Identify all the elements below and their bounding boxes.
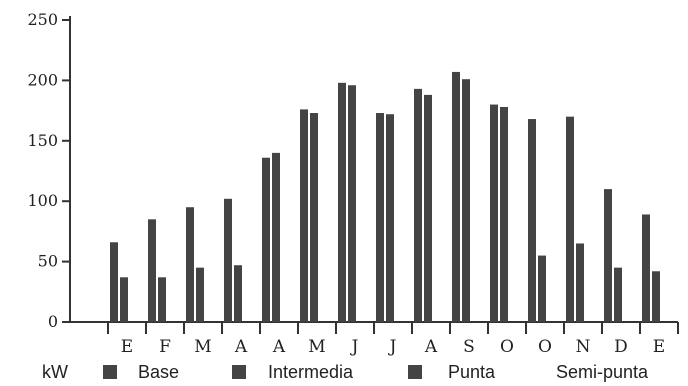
bar-intermedia xyxy=(348,85,356,323)
x-tick-label: A xyxy=(234,337,248,357)
bar-base xyxy=(642,214,650,322)
x-tick-label: A xyxy=(272,337,286,357)
x-tick-label: E xyxy=(653,337,665,357)
bar-base xyxy=(300,109,308,322)
bar-base xyxy=(148,219,156,322)
bar-intermedia xyxy=(120,277,128,322)
bar-intermedia xyxy=(614,267,622,322)
bar-base xyxy=(262,157,270,322)
y-tick-label: 150 xyxy=(27,131,58,150)
x-tick-label: M xyxy=(308,337,325,357)
bar-intermedia xyxy=(196,267,204,322)
bar-intermedia xyxy=(234,265,242,322)
x-tick-label: A xyxy=(424,337,438,357)
x-tick-label: D xyxy=(614,337,628,357)
bar-intermedia xyxy=(652,271,660,322)
y-tick-label: 250 xyxy=(27,10,58,29)
bar-intermedia xyxy=(386,114,394,322)
x-tick-label: J xyxy=(388,337,397,357)
bar-intermedia xyxy=(272,152,280,322)
legend-label: Base xyxy=(138,362,179,382)
bar-base xyxy=(376,113,384,323)
bar-base xyxy=(528,119,536,322)
x-tick-label: N xyxy=(576,337,591,357)
x-tick-label: O xyxy=(538,337,552,357)
y-tick-label: 0 xyxy=(48,312,58,331)
bar-base xyxy=(414,88,422,322)
legend-unit: kW xyxy=(42,362,68,382)
bar-base xyxy=(490,104,498,322)
bar-intermedia xyxy=(310,113,318,323)
x-tick-label: J xyxy=(350,337,359,357)
bar-base xyxy=(604,189,612,322)
x-tick-label: E xyxy=(121,337,133,357)
bar-intermedia xyxy=(158,277,166,322)
legend-label: Semi-punta xyxy=(556,362,649,382)
legend-swatch xyxy=(232,365,246,379)
x-tick-label: M xyxy=(194,337,211,357)
bar-base xyxy=(110,242,118,322)
legend-swatch xyxy=(103,365,117,379)
legend-label: Intermedia xyxy=(268,362,354,382)
bar-intermedia xyxy=(462,79,470,322)
x-tick-label: S xyxy=(463,337,475,357)
bar-base xyxy=(566,116,574,322)
bar-intermedia xyxy=(424,94,432,322)
bar-base xyxy=(186,207,194,322)
bar-intermedia xyxy=(500,106,508,322)
bar-base xyxy=(224,198,232,322)
x-tick-label: F xyxy=(159,337,171,357)
y-tick-label: 100 xyxy=(27,191,58,210)
bar-base xyxy=(452,71,460,322)
x-tick-label: O xyxy=(500,337,514,357)
legend-swatch xyxy=(408,365,422,379)
y-tick-label: 200 xyxy=(27,70,58,89)
bar-intermedia xyxy=(538,255,546,322)
y-tick-label: 50 xyxy=(38,252,58,271)
bar-base xyxy=(338,82,346,322)
legend-label: Punta xyxy=(448,362,496,382)
bar-intermedia xyxy=(576,243,584,322)
